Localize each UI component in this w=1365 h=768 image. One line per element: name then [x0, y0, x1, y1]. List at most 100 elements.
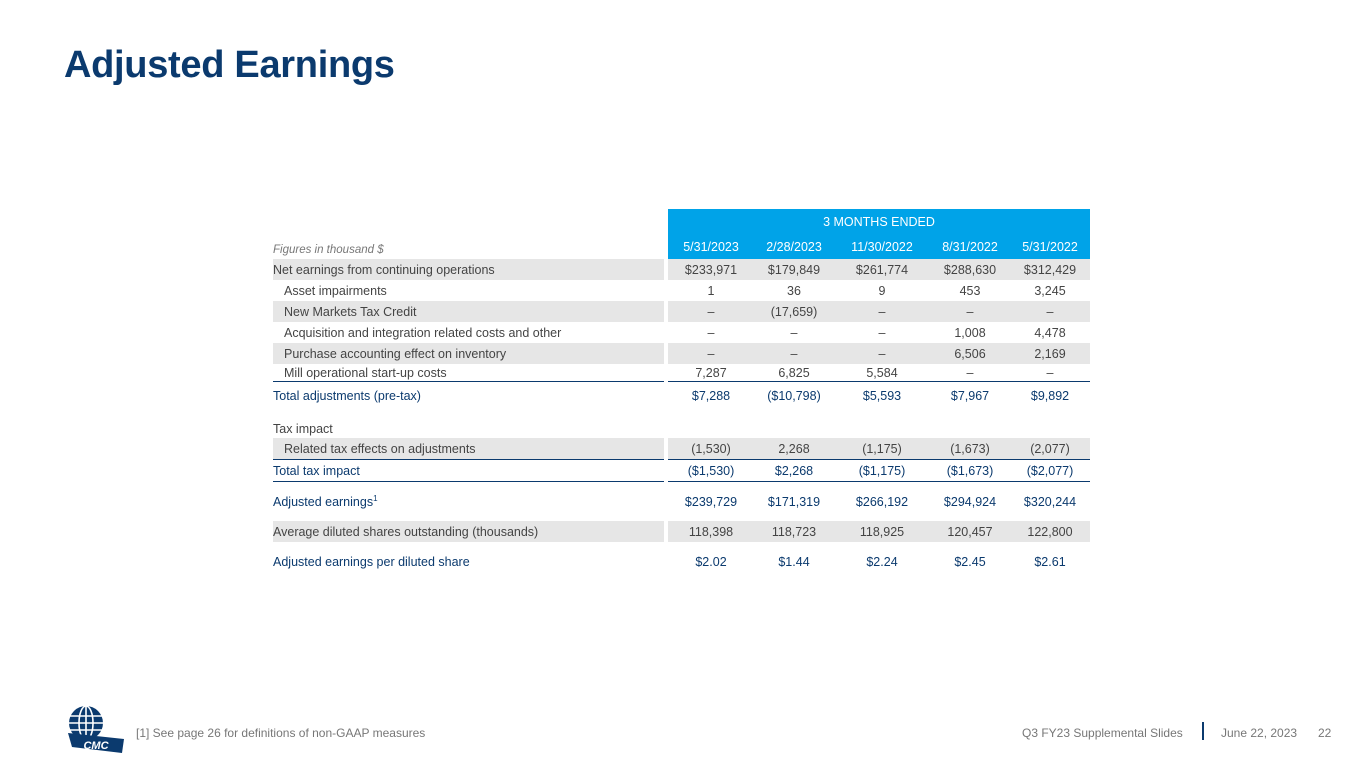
table-cell: –: [930, 364, 1010, 382]
table-cell: $171,319: [767, 494, 821, 509]
cmc-logo: CMC: [68, 705, 124, 753]
globe-icon: [69, 705, 103, 741]
table-cell: 3,245: [1034, 283, 1066, 298]
table-cell: $239,729: [684, 494, 738, 509]
table-cell: $7,288: [691, 388, 731, 403]
table-cell: $294,924: [943, 494, 997, 509]
table-cell: –: [668, 301, 754, 322]
table-cell: 1: [707, 283, 715, 298]
table-row: Purchase accounting effect on inventory …: [273, 343, 1090, 364]
table-cell: –: [754, 343, 834, 364]
column-header: 11/30/2022: [834, 235, 930, 259]
footer-separator: [1202, 722, 1204, 740]
table-cell: 118,723: [754, 521, 834, 542]
table-cell: ($1,530): [668, 459, 754, 482]
table-cell: ($2,077): [1010, 459, 1090, 482]
table-cell: ($10,798): [767, 388, 821, 403]
row-label: Acquisition and integration related cost…: [284, 325, 562, 340]
table-cell: $2.24: [866, 554, 898, 569]
table-cell: 118,925: [834, 521, 930, 542]
table-cell: 4,478: [1034, 325, 1066, 340]
table-cell: –: [930, 301, 1010, 322]
table-cell: 5,584: [834, 364, 930, 382]
table-cell: (17,659): [754, 301, 834, 322]
row-label: Total adjustments (pre-tax): [273, 388, 421, 403]
deck-title: Q3 FY23 Supplemental Slides: [1022, 726, 1183, 740]
table-cell: 118,398: [668, 521, 754, 542]
table-cell: $266,192: [855, 494, 909, 509]
row-label: Total tax impact: [273, 459, 664, 482]
table-row: New Markets Tax Credit – (17,659) – – –: [273, 301, 1090, 322]
footnote: [1] See page 26 for definitions of non-G…: [136, 726, 426, 740]
column-header: 5/31/2022: [1010, 235, 1090, 259]
table-cell: $1.44: [778, 554, 810, 569]
table-cell: $2.02: [695, 554, 727, 569]
table-cell: $288,630: [930, 259, 1010, 280]
table-cell: (1,530): [668, 438, 754, 460]
table-cell: 7,287: [668, 364, 754, 382]
page-number: 22: [1318, 726, 1332, 740]
table-cell: 2,268: [754, 438, 834, 460]
column-header: 5/31/2023: [668, 235, 754, 259]
section-label: Tax impact: [273, 422, 333, 436]
group-header: 3 MONTHS ENDED: [668, 209, 1090, 235]
table-column-header-row: Figures in thousand $ 5/31/2023 2/28/202…: [273, 235, 1090, 259]
table-cell: 6,506: [930, 343, 1010, 364]
table-cell: $261,774: [834, 259, 930, 280]
table-cell: –: [1010, 301, 1090, 322]
footnote-marker: 1: [373, 493, 378, 503]
table-cell: –: [707, 325, 715, 340]
table-cell: $2.61: [1034, 554, 1066, 569]
table-cell: $312,429: [1010, 259, 1090, 280]
adjusted-earnings-table: 3 MONTHS ENDED Figures in thousand $ 5/3…: [273, 209, 1090, 575]
column-header: 8/31/2022: [930, 235, 1010, 259]
table-cell: $9,892: [1030, 388, 1070, 403]
row-label: Adjusted earnings1: [273, 493, 378, 510]
table-cell: 1,008: [954, 325, 986, 340]
row-label: Net earnings from continuing operations: [273, 259, 664, 280]
table-cell: $233,971: [668, 259, 754, 280]
table-row: Mill operational start-up costs 7,287 6,…: [273, 364, 1090, 382]
table-cell: ($1,175): [834, 459, 930, 482]
row-label: Mill operational start-up costs: [273, 364, 664, 382]
footer-date: June 22, 2023: [1221, 726, 1298, 740]
table-cell: $2,268: [754, 459, 834, 482]
table-row-total: Adjusted earnings per diluted share $2.0…: [273, 548, 1090, 575]
row-label: New Markets Tax Credit: [273, 301, 664, 322]
table-row: Acquisition and integration related cost…: [273, 322, 1090, 343]
table-cell: $7,967: [950, 388, 990, 403]
table-cell: ($1,673): [930, 459, 1010, 482]
table-cell: (2,077): [1010, 438, 1090, 460]
row-label: Asset impairments: [284, 283, 387, 298]
table-row-total: Adjusted earnings1 $239,729 $171,319 $26…: [273, 488, 1090, 515]
table-cell: 36: [787, 283, 801, 298]
table-cell: –: [1010, 364, 1090, 382]
row-label: Purchase accounting effect on inventory: [273, 343, 664, 364]
table-cell: –: [878, 325, 886, 340]
table-cell: 453: [959, 283, 981, 298]
table-row-total: Total adjustments (pre-tax) $7,288 ($10,…: [273, 382, 1090, 410]
table-cell: 9: [878, 283, 886, 298]
table-cell: $179,849: [754, 259, 834, 280]
table-section-row: Tax impact: [273, 409, 1090, 438]
table-row: Net earnings from continuing operations …: [273, 259, 1090, 280]
row-label: Related tax effects on adjustments: [273, 438, 664, 460]
table-cell: $320,244: [1023, 494, 1077, 509]
table-row: Related tax effects on adjustments (1,53…: [273, 438, 1090, 460]
table-cell: –: [834, 301, 930, 322]
table-cell: (1,175): [834, 438, 930, 460]
table-cell: 120,457: [930, 521, 1010, 542]
table-row-total: Total tax impact ($1,530) $2,268 ($1,175…: [273, 459, 1090, 482]
column-header: 2/28/2023: [754, 235, 834, 259]
table-group-header-row: 3 MONTHS ENDED: [273, 209, 1090, 235]
table-cell: 2,169: [1010, 343, 1090, 364]
row-label: Adjusted earnings per diluted share: [273, 554, 470, 569]
logo-text: CMC: [83, 740, 109, 752]
table-cell: $2.45: [954, 554, 986, 569]
table-cell: 122,800: [1010, 521, 1090, 542]
table-row: Average diluted shares outstanding (thou…: [273, 521, 1090, 542]
table-cell: $5,593: [862, 388, 902, 403]
row-label: Average diluted shares outstanding (thou…: [273, 521, 664, 542]
figures-note: Figures in thousand $: [273, 244, 384, 256]
page-title: Adjusted Earnings: [64, 44, 395, 86]
